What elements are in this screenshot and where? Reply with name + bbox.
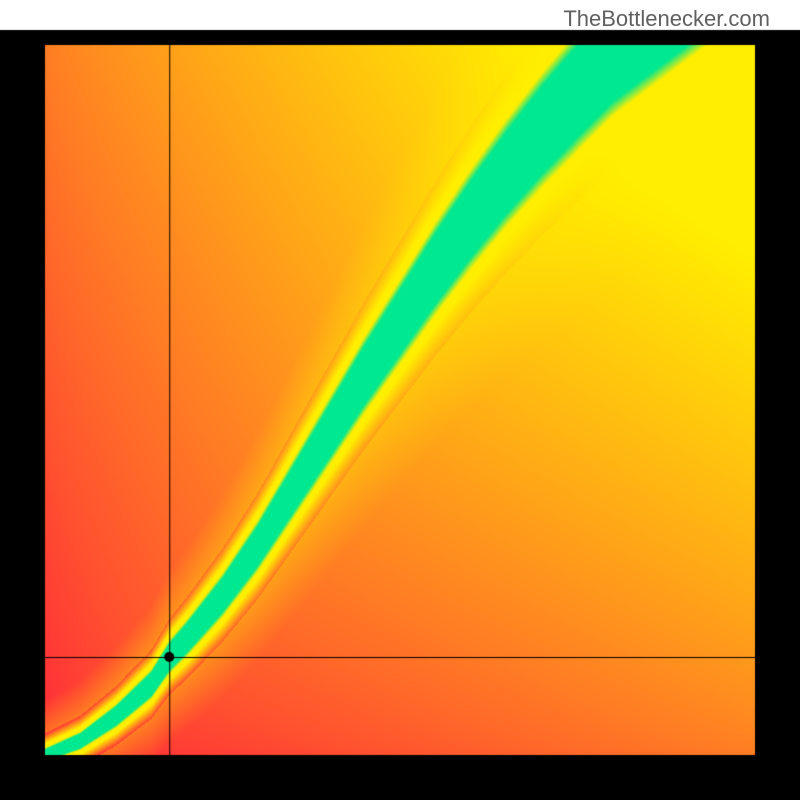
watermark-text: TheBottlenecker.com <box>563 6 770 32</box>
chart-container: { "watermark": { "text": "TheBottlenecke… <box>0 0 800 800</box>
bottleneck-heatmap <box>0 0 800 800</box>
